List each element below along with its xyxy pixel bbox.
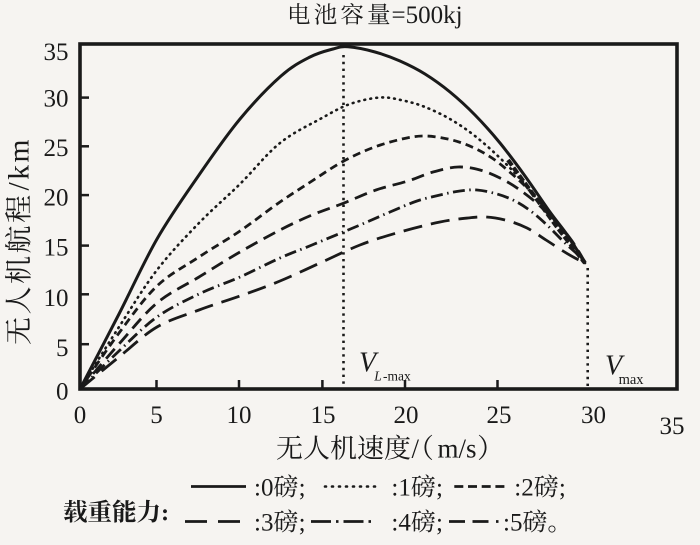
svg-text:;: ;: [299, 510, 306, 537]
svg-text:;: ;: [436, 475, 443, 502]
svg-text:;: ;: [559, 475, 566, 502]
svg-text:/km: /km: [4, 137, 36, 190]
svg-text::0: :0: [254, 475, 273, 502]
svg-text:35: 35: [44, 39, 69, 66]
svg-text:=500kj: =500kj: [391, 2, 462, 29]
svg-text:max: max: [619, 372, 645, 388]
svg-text:V: V: [359, 348, 379, 379]
svg-text:20: 20: [394, 402, 419, 429]
svg-text:35: 35: [660, 413, 685, 440]
svg-text:25: 25: [487, 402, 512, 429]
svg-text::4: :4: [391, 510, 411, 537]
svg-text:30: 30: [44, 85, 69, 112]
svg-text:L: L: [373, 368, 382, 383]
svg-text:;: ;: [436, 510, 443, 537]
svg-text:-max: -max: [383, 368, 411, 383]
svg-text:;: ;: [299, 475, 306, 502]
svg-text:/: /: [412, 434, 420, 464]
svg-text::5: :5: [503, 510, 522, 537]
svg-text:5: 5: [56, 335, 69, 362]
svg-text:10: 10: [227, 402, 252, 429]
svg-text::: :: [161, 500, 169, 527]
svg-text::2: :2: [514, 475, 533, 502]
svg-text:5: 5: [150, 402, 163, 429]
svg-text:20: 20: [44, 185, 69, 212]
svg-text:0: 0: [56, 379, 69, 406]
svg-text:10: 10: [44, 285, 69, 312]
svg-text::3: :3: [254, 510, 273, 537]
svg-text:25: 25: [44, 135, 69, 162]
svg-text:15: 15: [44, 234, 69, 261]
svg-text::1: :1: [391, 475, 410, 502]
svg-text:m/s: m/s: [438, 434, 477, 464]
svg-text:0: 0: [74, 402, 87, 429]
svg-text:30: 30: [581, 402, 606, 429]
svg-text:15: 15: [311, 402, 336, 429]
svg-text:V: V: [605, 350, 625, 381]
